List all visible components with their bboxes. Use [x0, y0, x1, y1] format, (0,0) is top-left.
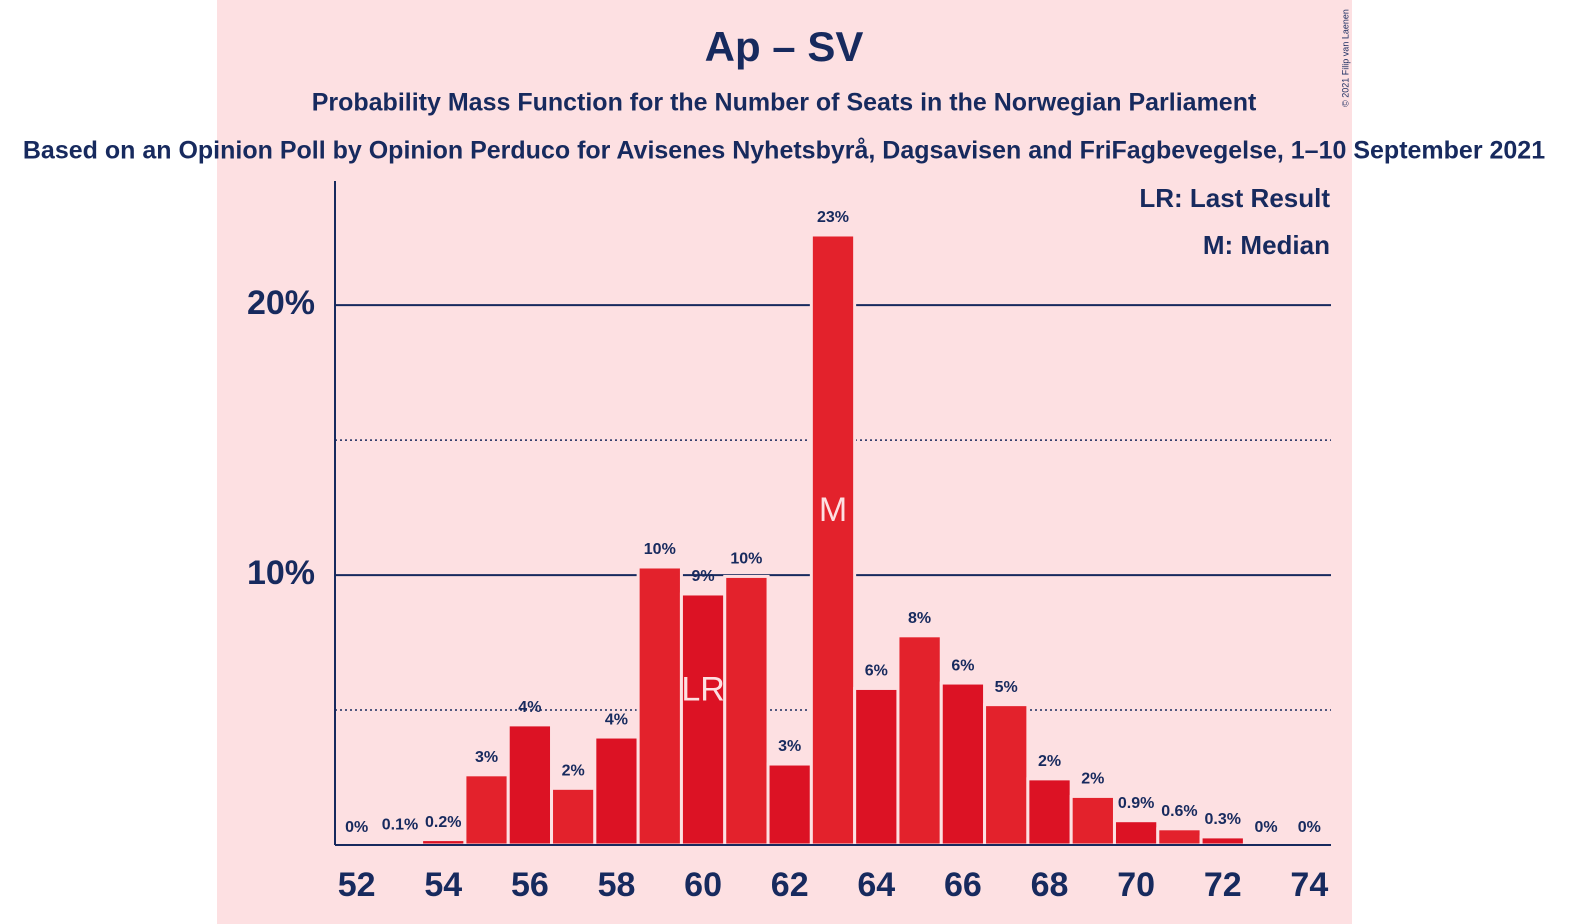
- data-label: 2%: [562, 763, 585, 780]
- data-label: 0%: [1254, 819, 1277, 836]
- bar: [723, 574, 770, 847]
- copyright: © 2021 Filip van Laenen: [1340, 9, 1350, 107]
- data-label: 10%: [730, 551, 762, 568]
- x-tick-label: 62: [771, 866, 809, 904]
- data-label: 10%: [644, 541, 676, 558]
- annotation: M: [819, 491, 847, 529]
- data-label: 2%: [1038, 753, 1061, 770]
- data-label: 0%: [1298, 819, 1321, 836]
- legend-entry: M: Median: [1203, 230, 1330, 260]
- chart-caption: Based on an Opinion Poll by Opinion Perd…: [23, 137, 1545, 165]
- bar: [896, 634, 943, 847]
- x-tick-label: 72: [1204, 866, 1242, 904]
- data-label: 0.6%: [1161, 803, 1197, 820]
- x-tick-label: 70: [1117, 866, 1155, 904]
- data-label: 4%: [518, 699, 541, 716]
- data-label: 8%: [908, 610, 931, 627]
- data-label: 2%: [1081, 771, 1104, 788]
- data-label: 0.1%: [382, 817, 418, 834]
- x-tick-label: 74: [1290, 866, 1328, 904]
- data-label: 3%: [475, 749, 498, 766]
- bar: [1199, 835, 1246, 847]
- data-label: 0.9%: [1118, 795, 1154, 812]
- bar: [983, 703, 1030, 847]
- bar: [679, 592, 727, 847]
- data-label: 4%: [605, 711, 628, 728]
- bar: [766, 762, 813, 847]
- legend-entry: LR: Last Result: [1139, 183, 1330, 213]
- bar: [593, 735, 640, 847]
- bar: [550, 786, 597, 847]
- data-label: 0%: [345, 819, 368, 836]
- y-tick-label: 20%: [247, 284, 315, 322]
- bar: [1069, 794, 1116, 847]
- bar: [1112, 819, 1160, 847]
- bar: [506, 723, 554, 847]
- chart-title: Ap – SV: [705, 23, 864, 70]
- x-tick-label: 66: [944, 866, 982, 904]
- data-label: 5%: [995, 679, 1018, 696]
- data-label: 6%: [865, 663, 888, 680]
- x-tick-label: 64: [857, 866, 895, 904]
- bar: [809, 233, 857, 847]
- bar: [1026, 777, 1073, 847]
- x-tick-label: 58: [598, 866, 636, 904]
- x-tick-label: 60: [684, 866, 722, 904]
- x-tick-label: 68: [1031, 866, 1069, 904]
- y-tick-label: 10%: [247, 554, 315, 592]
- data-label: 0.3%: [1205, 811, 1241, 828]
- bar: [1156, 827, 1203, 847]
- annotation: LR: [681, 670, 724, 708]
- data-label: 3%: [778, 738, 801, 755]
- bar: [853, 686, 900, 847]
- x-tick-label: 56: [511, 866, 549, 904]
- data-label: 23%: [817, 209, 849, 226]
- data-label: 0.2%: [425, 814, 461, 831]
- bar: [463, 773, 510, 847]
- chart-subtitle: Probability Mass Function for the Number…: [312, 89, 1257, 117]
- bar: [636, 565, 683, 847]
- data-label: 6%: [951, 657, 974, 674]
- x-tick-label: 52: [338, 866, 376, 904]
- data-label: 9%: [692, 568, 715, 585]
- x-tick-label: 54: [424, 866, 462, 904]
- bar: [939, 681, 987, 847]
